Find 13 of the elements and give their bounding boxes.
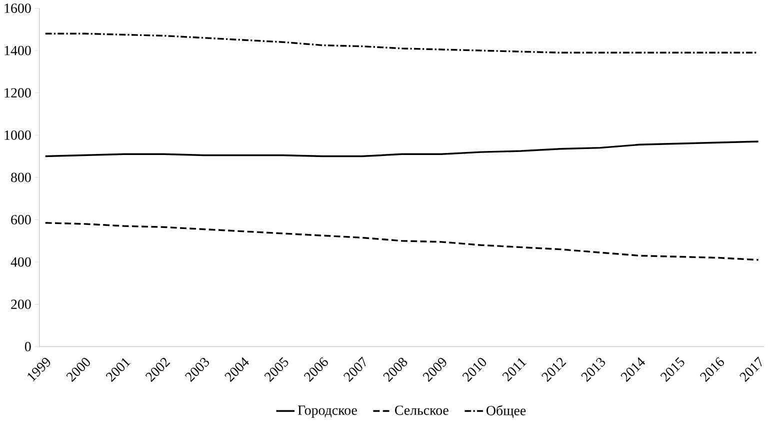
y-tick-label: 200 (11, 300, 31, 309)
y-tick-label: 1000 (4, 130, 31, 140)
legend-label: Общее (486, 405, 526, 418)
legend-label: Городское (298, 406, 357, 418)
y-tick-label: 1600 (4, 4, 31, 13)
y-tick-label: 1200 (4, 88, 31, 98)
y-tick-label: 400 (10, 257, 31, 267)
y-tick-label: 800 (11, 172, 31, 182)
x-tick-label: 2011 (502, 358, 527, 382)
y-tick-label: 1400 (4, 46, 31, 56)
legend-label: Сельское (395, 406, 448, 415)
y-tick-label: 600 (11, 215, 31, 224)
y-tick-label: 0 (24, 342, 31, 352)
